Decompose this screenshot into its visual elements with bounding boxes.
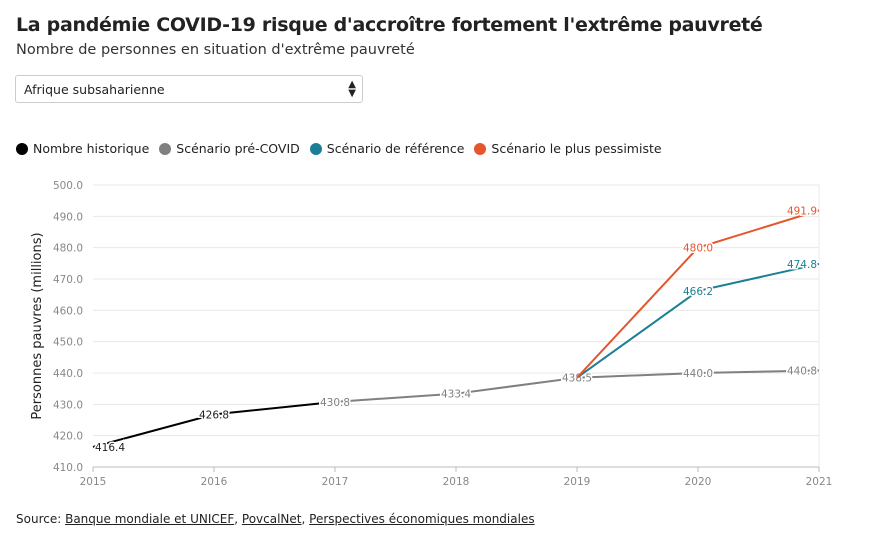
legend-item[interactable]: Scénario le plus pessimiste [474,141,662,156]
x-tick-label: 2016 [201,476,228,488]
y-tick-label: 430.0 [53,399,83,411]
data-label: 440.8 [787,365,817,377]
x-tick-label: 2021 [806,476,833,488]
data-label: 474.8 [787,259,817,271]
data-label: 426.8 [199,409,229,421]
source-link-perspectives[interactable]: Perspectives économiques mondiales [309,512,535,526]
chart-title: La pandémie COVID-19 risque d'accroître … [16,14,763,36]
legend-item[interactable]: Nombre historique [16,141,149,156]
source-line: Source: Banque mondiale et UNICEF, Povca… [16,512,535,526]
source-link-banque-mondiale[interactable]: Banque mondiale et UNICEF [65,512,235,526]
data-label: 480.0 [683,243,713,255]
x-tick-label: 2020 [685,476,712,488]
data-label: 466.2 [683,286,713,298]
y-tick-label: 470.0 [53,274,83,286]
line-chart: 410.0 420.0 430.0 440.0 450.0 460.0 470.0 480.0… [30,180,833,488]
series-line-0 [92,400,336,448]
data-label: 430.8 [320,397,350,409]
source-label: Source: [16,512,62,526]
data-label: 440.0 [683,368,713,380]
y-axis-title: Personnes pauvres (millions) [30,232,45,419]
legend-item[interactable]: Scénario pré-COVID [159,141,300,156]
data-label: 438.5 [562,373,592,385]
data-label: 433.4 [441,389,471,401]
legend-dot-icon [474,142,487,155]
data-label: 416.4 [95,442,125,454]
legend: Nombre historique Scénario pré-COVID Scéna… [16,141,662,156]
x-tick-label: 2017 [322,476,349,488]
y-tick-label: 490.0 [53,211,83,223]
legend-label: Scénario de référence [326,141,465,156]
y-tick-label: 500.0 [53,180,83,192]
legend-label: Nombre historique [33,141,150,156]
y-tick-label: 410.0 [53,462,83,474]
legend-item[interactable]: Scénario de référence [309,141,465,156]
chart-subtitle: Nombre de personnes en situation d'extrê… [16,42,415,58]
y-tick-label: 480.0 [53,243,83,255]
y-tick-label: 450.0 [53,337,83,349]
data-label: 491.9 [787,205,817,217]
y-tick-label: 420.0 [53,431,83,443]
legend-label: Scénario pré-COVID [176,141,300,156]
source-link-povcalnet[interactable]: PovcalNet [241,512,302,526]
legend-dot-icon [16,142,28,155]
region-select[interactable]: Afrique subsaharienne ▲ ▼ [15,75,363,103]
y-tick-label: 460.0 [53,305,83,317]
legend-label: Scénario le plus pessimiste [491,141,662,156]
y-tick-label: 440.0 [53,368,83,380]
x-tick-label: 2018 [443,476,470,488]
legend-dot-icon [159,142,172,155]
legend-dot-icon [309,142,322,155]
region-select-value: Afrique subsaharienne [24,82,165,97]
select-arrows-icon: ▲ ▼ [348,79,356,99]
series-line-3 [576,209,820,379]
x-tick-label: 2015 [80,476,107,488]
x-tick-label: 2019 [564,476,591,488]
series-line-2 [576,262,820,379]
